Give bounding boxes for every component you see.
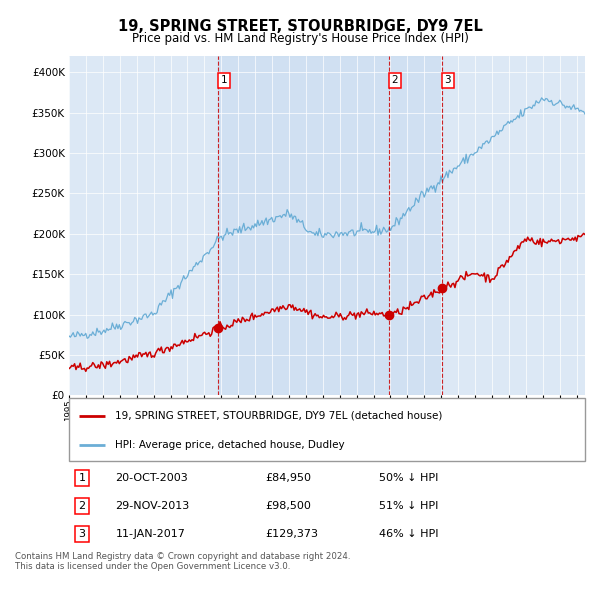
Text: 19, SPRING STREET, STOURBRIDGE, DY9 7EL (detached house): 19, SPRING STREET, STOURBRIDGE, DY9 7EL …	[115, 411, 443, 421]
Text: 50% ↓ HPI: 50% ↓ HPI	[379, 473, 438, 483]
Bar	[218, 56, 442, 395]
Text: 2: 2	[391, 76, 398, 86]
Text: 46% ↓ HPI: 46% ↓ HPI	[379, 529, 438, 539]
Text: 2: 2	[79, 502, 85, 511]
Text: 1: 1	[220, 76, 227, 86]
Text: This data is licensed under the Open Government Licence v3.0.: This data is licensed under the Open Gov…	[15, 562, 290, 571]
Text: 29-NOV-2013: 29-NOV-2013	[115, 502, 190, 511]
Text: HPI: Average price, detached house, Dudley: HPI: Average price, detached house, Dudl…	[115, 441, 345, 450]
Text: £98,500: £98,500	[265, 502, 311, 511]
Text: 19, SPRING STREET, STOURBRIDGE, DY9 7EL: 19, SPRING STREET, STOURBRIDGE, DY9 7EL	[118, 19, 482, 34]
Text: Price paid vs. HM Land Registry's House Price Index (HPI): Price paid vs. HM Land Registry's House …	[131, 32, 469, 45]
Text: 20-OCT-2003: 20-OCT-2003	[115, 473, 188, 483]
Text: 3: 3	[79, 529, 85, 539]
Text: £129,373: £129,373	[265, 529, 318, 539]
Text: 1: 1	[79, 473, 85, 483]
Text: Contains HM Land Registry data © Crown copyright and database right 2024.: Contains HM Land Registry data © Crown c…	[15, 552, 350, 561]
Text: £84,950: £84,950	[265, 473, 311, 483]
Text: 3: 3	[445, 76, 451, 86]
Text: 51% ↓ HPI: 51% ↓ HPI	[379, 502, 438, 511]
FancyBboxPatch shape	[69, 398, 585, 461]
Text: 11-JAN-2017: 11-JAN-2017	[115, 529, 185, 539]
